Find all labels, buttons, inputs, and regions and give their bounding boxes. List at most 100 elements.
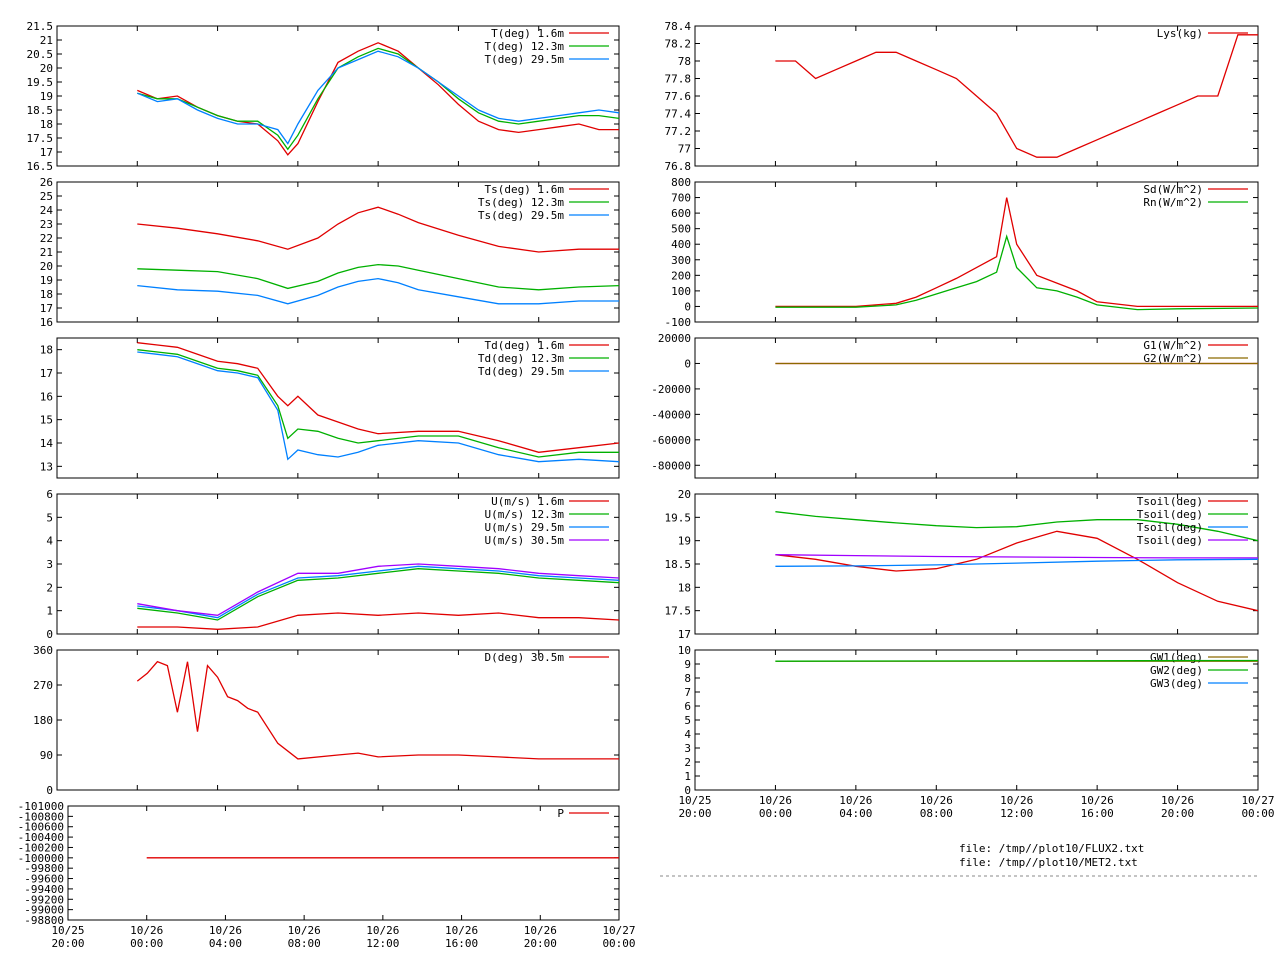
y-tick-label: 0 [46, 628, 53, 641]
y-tick-label: 400 [671, 238, 691, 251]
x-tick-label-time: 08:00 [288, 937, 321, 950]
x-tick-label-time: 00:00 [130, 937, 163, 950]
plot-frame [56, 337, 620, 479]
series-line-3 [137, 563, 619, 616]
y-tick-label: -60000 [651, 434, 691, 447]
y-tick-label: 17 [40, 367, 53, 380]
y-tick-label: 4 [46, 535, 53, 548]
series-line-1 [137, 263, 619, 291]
y-tick-label: 1 [684, 770, 691, 783]
legend-label: Tsoil(deg) [1137, 534, 1203, 547]
panel-lys: 76.8 77 77.2 77.4 77.6 77.8 78 78.2 78.4 Lys(kg) [665, 20, 1259, 173]
x-tick-label-time: 20:00 [678, 807, 711, 820]
y-tick-label: 19.5 [27, 76, 54, 89]
legend-label: Td(deg) 29.5m [478, 365, 564, 378]
legend-label: D(deg) 30.5m [485, 651, 565, 664]
legend-label: G1(W/m^2) [1143, 339, 1203, 352]
x-tick-label-time: 00:00 [602, 937, 635, 950]
legend-label: P [557, 807, 564, 820]
y-tick-label: 15 [40, 414, 53, 427]
legend-label: Sd(W/m^2) [1143, 183, 1203, 196]
x-tick-label-date: 10/25 [51, 924, 84, 937]
y-tick-label: 20.5 [27, 48, 54, 61]
y-tick-label: -80000 [651, 459, 691, 472]
y-tick-label: 76.8 [665, 160, 692, 173]
y-tick-label: -99200 [24, 893, 64, 906]
y-tick-label: 77 [678, 143, 691, 156]
y-tick-label: 3 [46, 558, 53, 571]
x-tick-label-time: 12:00 [1000, 807, 1033, 820]
y-tick-label: 17 [40, 146, 53, 159]
series-line-0 [136, 660, 619, 760]
x-tick-label-date: 10/26 [445, 924, 478, 937]
y-tick-label: 18 [40, 344, 53, 357]
y-tick-label: 6 [684, 700, 691, 713]
y-tick-label: 6 [46, 488, 53, 501]
y-tick-label: 800 [671, 176, 691, 189]
series-line-3 [775, 554, 1258, 559]
y-tick-label: 78.2 [665, 38, 692, 51]
y-tick-label: 77.6 [665, 90, 692, 103]
y-tick-label: 7 [684, 686, 691, 699]
x-tick-label-date: 10/26 [288, 924, 321, 937]
y-tick-label: 24 [40, 204, 54, 217]
panel-gw: 01234567891010/2520:0010/2600:0010/2604:… [678, 644, 1275, 820]
series-line-0 [775, 34, 1258, 158]
legend-label: T(deg) 29.5m [485, 53, 565, 66]
y-tick-label: 500 [671, 223, 691, 236]
y-tick-label: 2 [684, 756, 691, 769]
series-line-2 [775, 558, 1258, 567]
x-tick-label-time: 16:00 [445, 937, 478, 950]
x-tick-label-time: 12:00 [366, 937, 399, 950]
y-tick-label: 78 [678, 55, 691, 68]
panel-rad: -100 0 100 200 300 400 500 600 700 800 Sd(W/m^2)Rn… [665, 176, 1259, 329]
legend-label: GW3(deg) [1150, 677, 1203, 690]
y-tick-label: 0 [684, 784, 691, 797]
legend-label: Td(deg) 1.6m [485, 339, 565, 352]
y-tick-label: 20000 [658, 332, 691, 345]
series-line-0 [775, 197, 1258, 308]
x-tick-label-date: 10/26 [366, 924, 399, 937]
y-tick-label: 23 [40, 218, 53, 231]
y-tick-label: -100400 [18, 831, 64, 844]
y-tick-label: 16 [40, 390, 53, 403]
x-tick-label-time: 00:00 [759, 807, 792, 820]
y-tick-label: 19 [40, 274, 53, 287]
legend-label: Td(deg) 12.3m [478, 352, 564, 365]
panel-g: -80000 -60000 -40000 -20000 0 20000 G1(W/m^2)G… [651, 332, 1259, 479]
y-tick-label: -101000 [18, 800, 64, 813]
y-tick-label: 90 [40, 749, 53, 762]
y-tick-label: 78.4 [665, 20, 692, 33]
legend-label: G2(W/m^2) [1143, 352, 1203, 365]
x-tick-label-date: 10/26 [759, 794, 792, 807]
legend-label: Ts(deg) 12.3m [478, 196, 564, 209]
y-tick-label: 16.5 [27, 160, 54, 173]
y-tick-label: -99600 [24, 873, 64, 886]
y-tick-label: -98800 [24, 914, 64, 927]
y-tick-label: 18 [40, 118, 53, 131]
y-tick-label: 77.2 [665, 125, 692, 138]
y-tick-label: 8 [684, 672, 691, 685]
y-tick-label: 700 [671, 192, 691, 205]
legend-label: Rn(W/m^2) [1143, 196, 1203, 209]
series-line-2 [137, 277, 619, 305]
y-tick-label: 18 [40, 288, 53, 301]
y-tick-label: 9 [684, 658, 691, 671]
series-line-2 [137, 50, 619, 145]
y-tick-label: 5 [46, 511, 53, 524]
legend-label: U(m/s) 29.5m [485, 521, 565, 534]
y-tick-label: -100200 [18, 841, 64, 854]
legend-label: Lys(kg) [1157, 27, 1203, 40]
plot-frame [694, 337, 1259, 479]
y-tick-label: 360 [33, 644, 53, 657]
x-tick-label-time: 08:00 [920, 807, 953, 820]
y-tick-label: 0 [684, 357, 691, 370]
legend-label: U(m/s) 30.5m [485, 534, 565, 547]
legend-label: Tsoil(deg) [1137, 508, 1203, 521]
panel-d: 0 90 180 270 360 D(deg) 30.5m [33, 644, 620, 797]
x-tick-label-date: 10/26 [1081, 794, 1114, 807]
series-line-1 [137, 47, 619, 151]
y-tick-label: 20 [40, 62, 53, 75]
